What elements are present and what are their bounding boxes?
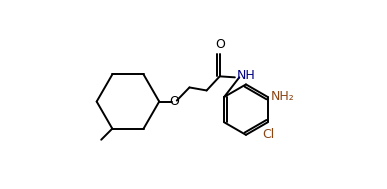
Text: O: O xyxy=(170,95,179,108)
Text: O: O xyxy=(215,38,225,51)
Text: Cl: Cl xyxy=(263,128,275,141)
Text: NH: NH xyxy=(236,69,255,82)
Text: NH₂: NH₂ xyxy=(271,90,295,102)
